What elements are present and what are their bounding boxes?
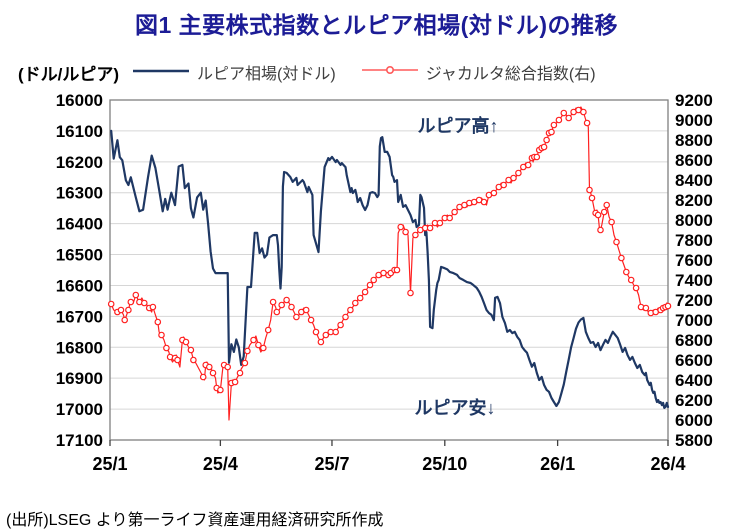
svg-text:16800: 16800 — [56, 338, 103, 357]
svg-text:6800: 6800 — [675, 331, 713, 350]
svg-text:7200: 7200 — [675, 291, 713, 310]
svg-text:8200: 8200 — [675, 191, 713, 210]
svg-text:16600: 16600 — [56, 276, 103, 295]
svg-text:25/10: 25/10 — [422, 454, 467, 474]
legend-label-rupiah: ルピア相場(対ドル) — [197, 66, 336, 83]
left-axis-unit-label: (ドル/ルピア) — [18, 64, 120, 84]
svg-text:8000: 8000 — [675, 211, 713, 230]
svg-text:9200: 9200 — [675, 91, 713, 110]
svg-text:16000: 16000 — [56, 91, 103, 110]
svg-text:7600: 7600 — [675, 251, 713, 270]
svg-text:16700: 16700 — [56, 307, 103, 326]
svg-text:16200: 16200 — [56, 153, 103, 172]
svg-text:7800: 7800 — [675, 231, 713, 250]
jci-line-icon — [361, 63, 418, 81]
source-note: (出所)LSEG より第一ライフ資産運用経済研究所作成 — [6, 512, 384, 529]
svg-text:25/1: 25/1 — [92, 454, 127, 474]
svg-text:8800: 8800 — [675, 131, 713, 150]
svg-text:6400: 6400 — [675, 371, 713, 390]
chart-title: 図1 主要株式指数とルピア相場(対ドル)の推移 — [135, 12, 618, 38]
svg-text:17000: 17000 — [56, 400, 103, 419]
svg-text:25/7: 25/7 — [314, 454, 349, 474]
svg-text:16400: 16400 — [56, 215, 103, 234]
svg-text:9000: 9000 — [675, 111, 713, 130]
svg-text:8400: 8400 — [675, 171, 713, 190]
svg-text:6600: 6600 — [675, 351, 713, 370]
svg-text:8600: 8600 — [675, 151, 713, 170]
rupiah-line-icon — [133, 63, 190, 81]
svg-text:25/4: 25/4 — [203, 454, 238, 474]
legend-label-jci: ジャカルタ総合指数(右) — [425, 66, 596, 83]
svg-text:7400: 7400 — [675, 271, 713, 290]
svg-text:26/4: 26/4 — [650, 454, 685, 474]
svg-text:16900: 16900 — [56, 369, 103, 388]
annotation-rupiah-weak: ルピア安↓ — [414, 398, 496, 418]
svg-text:26/1: 26/1 — [540, 454, 575, 474]
svg-text:16100: 16100 — [56, 122, 103, 141]
svg-text:17100: 17100 — [56, 431, 103, 450]
svg-text:6200: 6200 — [675, 391, 713, 410]
svg-text:6000: 6000 — [675, 411, 713, 430]
svg-text:16500: 16500 — [56, 246, 103, 265]
svg-text:5800: 5800 — [675, 431, 713, 450]
svg-text:16300: 16300 — [56, 184, 103, 203]
annotation-rupiah-strong: ルピア高↑ — [417, 116, 499, 136]
svg-text:7000: 7000 — [675, 311, 713, 330]
chart-legend: (ドル/ルピア) ルピア相場(対ドル) ジャカルタ総合指数(右) — [18, 59, 738, 85]
